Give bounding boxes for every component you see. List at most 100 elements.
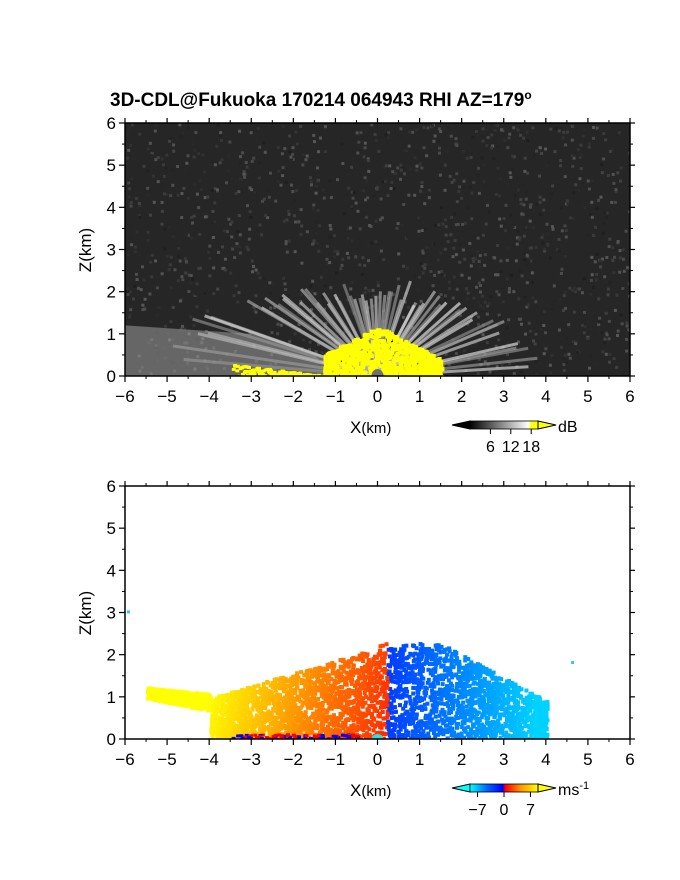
- noise-pixel: [490, 133, 494, 137]
- noise-pixel: [252, 156, 256, 160]
- velocity-pixel: [271, 683, 276, 688]
- noise-pixel: [493, 256, 497, 260]
- noise-pixel: [301, 152, 305, 156]
- echo-pixel: [355, 348, 360, 353]
- velocity-pixel: [429, 698, 434, 703]
- noise-pixel: [135, 278, 139, 282]
- velocity-pixel: [344, 701, 349, 706]
- velocity-pixel: [361, 672, 366, 677]
- noise-pixel: [238, 233, 242, 237]
- velocity-pixel: [459, 692, 464, 697]
- noise-pixel: [328, 235, 332, 239]
- noise-pixel: [530, 271, 534, 275]
- velocity-pixel: [224, 717, 229, 722]
- noise-pixel: [258, 276, 262, 280]
- velocity-pixel: [369, 678, 374, 683]
- velocity-pixel: [498, 735, 503, 739]
- noise-pixel: [146, 186, 150, 190]
- noise-pixel: [242, 170, 246, 174]
- noise-pixel: [249, 131, 253, 135]
- velocity-pixel: [330, 700, 335, 705]
- echo-pixel: [378, 348, 383, 353]
- noise-pixel: [366, 159, 370, 163]
- echo-pixel: [367, 349, 372, 354]
- velocity-pixel: [233, 711, 238, 716]
- y-tick-label: 4: [107, 198, 116, 217]
- echo-pixel: [419, 363, 424, 368]
- noise-pixel: [257, 176, 261, 180]
- echo-pixel: [388, 354, 393, 359]
- noise-pixel: [489, 295, 493, 299]
- echo-pixel: [348, 360, 353, 365]
- noise-pixel: [309, 284, 313, 288]
- echo-pixel: [341, 350, 346, 355]
- noise-pixel: [179, 209, 183, 213]
- echo-pixel: [361, 365, 366, 370]
- noise-pixel: [151, 174, 155, 178]
- noise-pixel: [421, 271, 425, 275]
- noise-pixel: [201, 153, 205, 157]
- noise-pixel: [176, 165, 180, 169]
- velocity-pixel: [326, 679, 331, 684]
- noise-pixel: [133, 250, 137, 254]
- echo-pixel: [369, 368, 374, 373]
- noise-pixel: [321, 188, 325, 192]
- noise-pixel: [448, 174, 452, 178]
- noise-pixel: [586, 233, 590, 237]
- velocity-pixel: [357, 695, 362, 700]
- noise-pixel: [619, 179, 623, 183]
- x-tick-label: 1: [415, 387, 424, 406]
- x-tick-label: 2: [457, 387, 466, 406]
- noise-pixel: [434, 224, 438, 228]
- noise-pixel: [215, 188, 219, 192]
- velocity-pixel: [273, 679, 278, 684]
- velocity-pixel: [398, 727, 403, 732]
- noise-pixel: [296, 289, 300, 293]
- noise-pixel: [207, 250, 211, 254]
- x-tick-label: −5: [157, 387, 176, 406]
- noise-pixel: [562, 294, 566, 298]
- noise-pixel: [472, 180, 476, 184]
- echo-pixel: [316, 373, 321, 376]
- noise-pixel: [366, 196, 370, 200]
- noise-pixel: [362, 292, 366, 296]
- noise-pixel: [148, 141, 152, 145]
- noise-pixel: [148, 213, 152, 217]
- velocity-pixel: [442, 719, 447, 724]
- noise-pixel: [544, 347, 548, 351]
- velocity-pixel: [313, 691, 318, 696]
- noise-pixel: [254, 294, 258, 298]
- velocity-pixel: [383, 651, 388, 656]
- x-tick-label: −1: [326, 387, 345, 406]
- noise-pixel: [213, 220, 217, 224]
- noise-pixel: [126, 287, 130, 291]
- noise-pixel: [136, 286, 140, 290]
- echo-pixel: [375, 329, 380, 334]
- echo-pixel: [407, 362, 412, 367]
- noise-pixel: [248, 210, 252, 214]
- noise-pixel: [319, 136, 323, 140]
- noise-pixel: [142, 164, 146, 168]
- noise-pixel: [477, 300, 481, 304]
- echo-pixel: [391, 335, 396, 340]
- noise-pixel: [186, 196, 190, 200]
- noise-pixel: [621, 286, 625, 290]
- velocity-pixel: [412, 697, 417, 702]
- noise-pixel: [578, 287, 582, 291]
- velocity-pixel: [524, 688, 529, 693]
- noise-pixel: [564, 361, 568, 365]
- noise-pixel: [624, 229, 628, 233]
- noise-pixel: [458, 185, 462, 189]
- noise-pixel: [494, 344, 498, 348]
- velocity-pixel: [504, 730, 509, 735]
- noise-pixel: [604, 311, 608, 315]
- noise-pixel: [619, 256, 623, 260]
- noise-pixel: [530, 216, 534, 220]
- noise-pixel: [239, 177, 243, 181]
- noise-pixel: [310, 289, 314, 293]
- noise-pixel: [583, 325, 587, 329]
- velocity-pixel: [351, 666, 356, 671]
- noise-pixel: [208, 244, 212, 248]
- noise-pixel: [258, 223, 262, 227]
- noise-pixel: [563, 349, 567, 353]
